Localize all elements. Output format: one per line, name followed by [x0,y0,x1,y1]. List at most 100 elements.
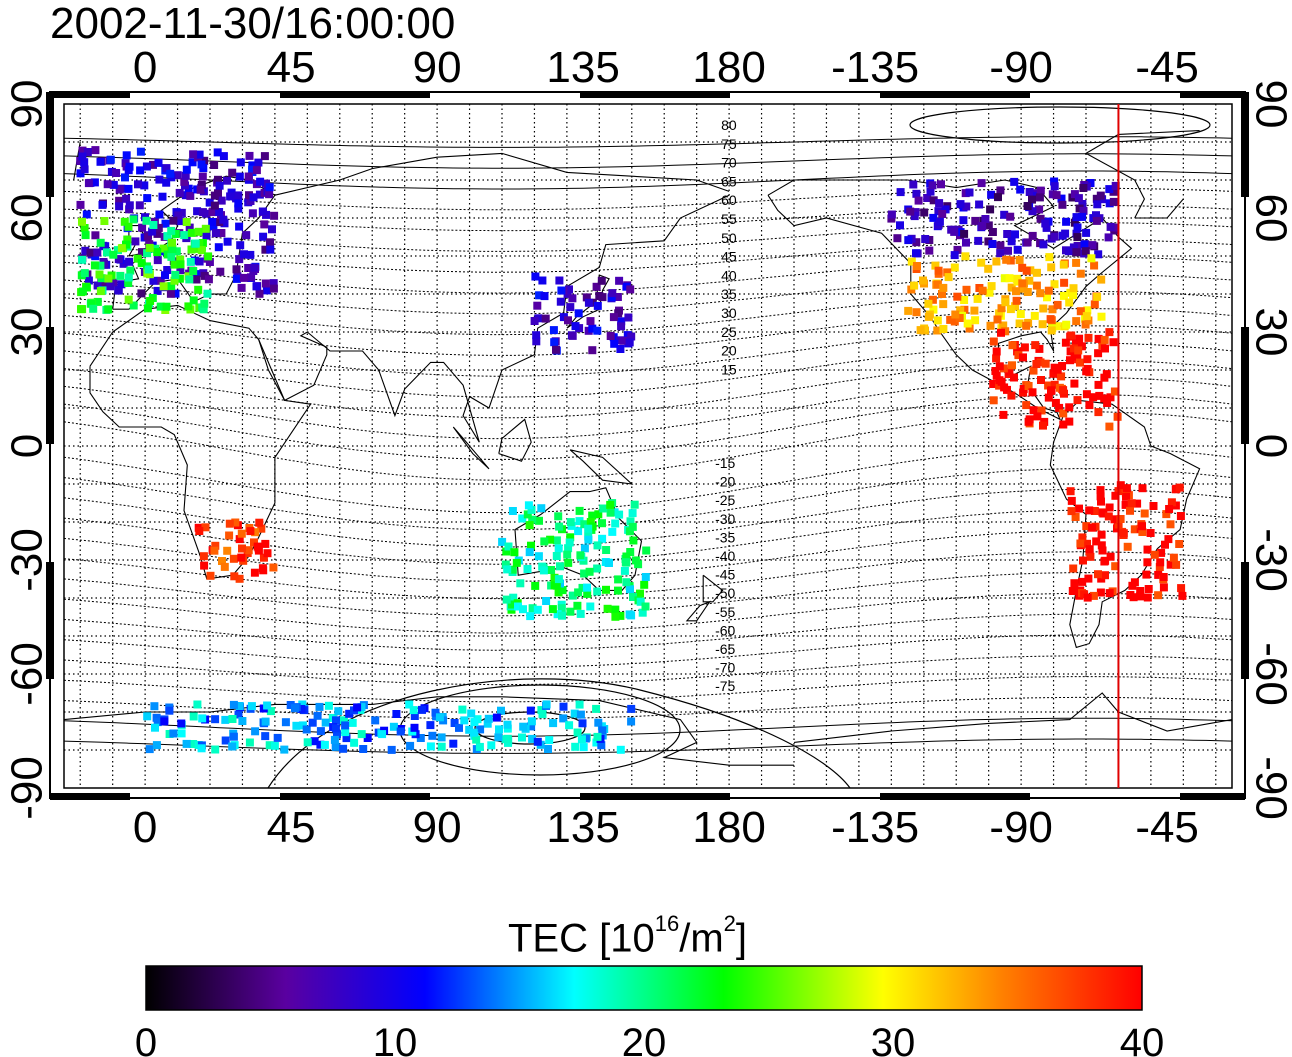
tec-point [81,231,90,240]
tec-point [1050,280,1059,289]
tec-point [588,324,597,333]
tec-point [1022,321,1031,330]
tec-point [435,713,444,722]
tec-point [914,196,923,205]
tec-point [246,527,255,536]
tec-point [989,337,998,346]
tec-point [1111,491,1120,500]
tec-point [1077,342,1086,351]
tec-point [1018,263,1027,272]
lat-tick-label-right: 30 [1246,308,1292,357]
tec-point [136,147,145,156]
tec-point [559,714,568,723]
tec-point [125,201,134,210]
tec-point [1078,200,1087,208]
tec-point [107,167,116,176]
tec-point [626,548,635,556]
tec-point [1061,338,1070,347]
tec-point [252,166,261,175]
tec-point [200,271,209,280]
tec-point [627,704,636,713]
tec-point [146,297,155,305]
tec-point [186,257,195,266]
tec-point [628,509,637,518]
tec-point [1140,509,1149,518]
tec-point [129,301,138,310]
tec-point [1138,522,1146,531]
tec-point [939,283,948,292]
tec-point [965,188,974,197]
tec-point [1096,492,1105,501]
tec-point [588,346,597,355]
tec-point [78,152,87,161]
tec-point [234,199,243,208]
tec-point [906,207,915,216]
tec-point [629,593,637,601]
tec-point [997,304,1006,313]
tec-point [1082,367,1091,376]
tec-point [962,285,971,294]
tec-point [1110,387,1119,396]
tec-point [93,297,102,306]
tec-point [190,256,199,265]
tec-point [626,585,634,594]
tec-point [981,215,990,223]
lon-tick-label-top: 0 [133,43,157,92]
tec-point [259,232,268,241]
tec-point [137,259,146,268]
tec-point [170,260,179,269]
tec-point [586,602,595,611]
tec-point [167,282,176,291]
tec-point [234,204,243,213]
contour-label: -60 [715,622,735,638]
tec-point [255,190,264,199]
tec-point [554,512,563,521]
tec-point [566,533,575,542]
tec-point [193,700,202,709]
tec-point [219,152,228,161]
colorbar-tick-label: 40 [1120,1021,1165,1057]
tec-point [426,721,435,730]
tec-point [261,245,270,254]
tec-point [613,293,622,301]
tec-point [138,248,146,257]
tec-point [1053,365,1062,374]
tec-point [1075,504,1083,513]
tec-point [1079,556,1087,565]
tec-point [533,301,542,310]
tec-point [1143,558,1152,567]
colorbar [145,965,1143,1011]
tec-point [1146,529,1155,537]
tec-point [1060,278,1069,287]
tec-point [1169,553,1178,562]
tec-point [149,276,158,285]
tec-point [1111,562,1120,571]
tec-point [987,190,996,199]
tec-point [1038,320,1047,329]
tec-point [196,185,205,194]
tec-point [162,302,171,311]
tec-point [614,575,623,584]
tec-point [93,281,102,290]
tec-point [621,558,630,567]
tec-point [1033,412,1042,421]
tec-point [533,737,542,746]
tec-point [592,704,601,713]
tec-point [514,602,522,611]
tec-point [559,702,568,711]
tec-point [533,605,542,614]
tec-point [121,173,129,182]
tec-point [531,581,540,590]
tec-point [89,304,98,313]
tec-point [143,712,152,721]
tec-point [286,701,295,709]
tec-point [575,700,584,709]
tec-point [192,275,201,284]
tec-point [610,339,619,348]
tec-point [181,171,190,180]
tec-point [985,288,994,297]
tec-point [76,200,85,209]
tec-point [535,516,543,525]
tec-point [1016,185,1025,194]
tec-point [1010,373,1018,382]
